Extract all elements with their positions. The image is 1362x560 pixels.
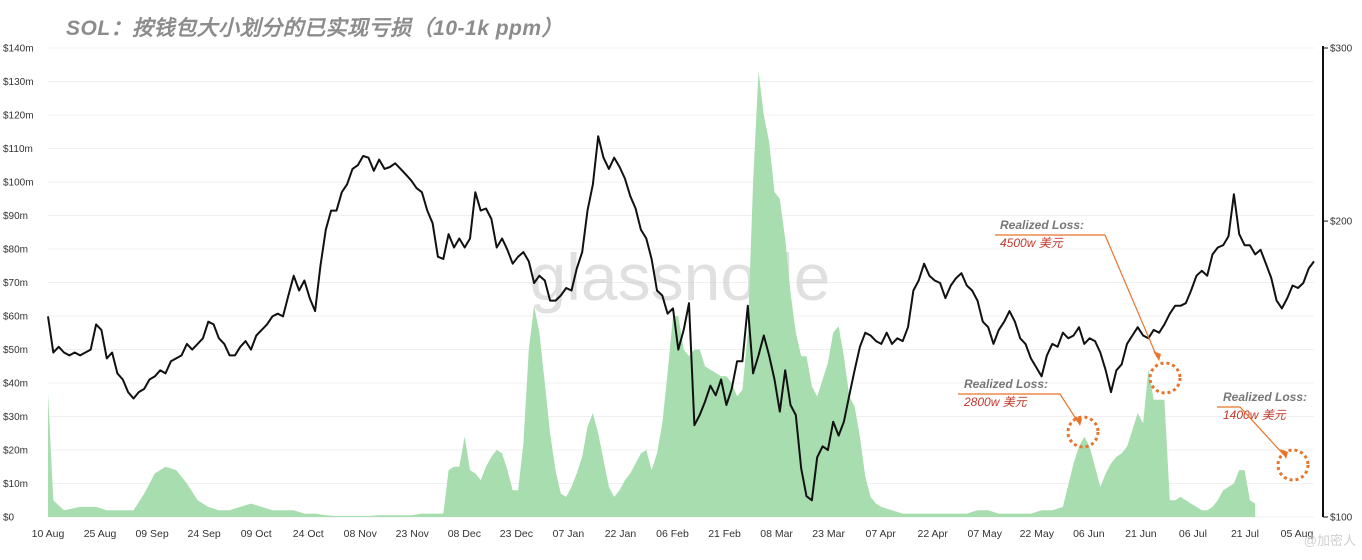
- y-left-tick-label: $90m: [3, 211, 28, 222]
- annotations-layer: Realized Loss: 4500w 美元 Realized Loss: 2800…: [958, 218, 1310, 482]
- annotation-leader: [995, 234, 1158, 358]
- annotation-value: 2800w 美元: [963, 395, 1028, 409]
- y-left-tick-label: $30m: [3, 412, 28, 423]
- x-tick-label: 22 Apr: [918, 528, 949, 540]
- y-left-tick-label: $20m: [3, 446, 28, 457]
- x-tick-label: 07 May: [968, 528, 1003, 540]
- annotation-leader: [958, 393, 1079, 423]
- y-left-tick-label: $80m: [3, 245, 28, 256]
- annotation-title: Realized Loss:: [1223, 390, 1307, 404]
- x-tick-label: 25 Aug: [84, 528, 117, 540]
- axes: $0 $10m $20m $30m $40m $50m $60m $70m $80m $90m $1…: [3, 44, 1353, 541]
- annotation-title: Realized Loss:: [964, 377, 1048, 391]
- x-tick-label: 08 Dec: [448, 528, 481, 540]
- x-tick-label: 21 Jun: [1125, 528, 1157, 540]
- y-left-tick-label: $0: [3, 513, 15, 524]
- y-right-tick-label: $200: [1330, 217, 1353, 228]
- annotation-circle: [1276, 448, 1310, 482]
- x-tick-label: 06 Feb: [656, 528, 689, 540]
- annotation-arrowhead: [1153, 351, 1161, 361]
- x-tick-label: 05 Aug: [1281, 528, 1314, 540]
- y-left-tick-label: $120m: [3, 111, 34, 122]
- y-left-tick-label: $140m: [3, 44, 34, 55]
- y-left-tick-label: $50m: [3, 345, 28, 356]
- x-tick-label: 08 Mar: [760, 528, 793, 540]
- annotation-circle: [1066, 415, 1100, 449]
- annotation-leader: [1217, 406, 1285, 456]
- price-line-layer: [47, 135, 1315, 502]
- y-left-tick-label: $40m: [3, 379, 28, 390]
- x-tick-label: 24 Oct: [293, 528, 324, 540]
- x-tick-label: 21 Jul: [1231, 528, 1259, 540]
- annotation-value: 1400w 美元: [1223, 408, 1287, 422]
- annotation-circle: [1148, 361, 1182, 395]
- x-tick-label: 22 May: [1020, 528, 1055, 540]
- x-tick-label: 07 Jan: [553, 528, 585, 540]
- x-tick-label: 07 Apr: [865, 528, 896, 540]
- x-tick-label: 06 Jun: [1073, 528, 1105, 540]
- x-tick-label: 06 Jul: [1179, 528, 1207, 540]
- y-right-tick-label: $300: [1330, 44, 1353, 55]
- y-left-tick-label: $10m: [3, 479, 28, 490]
- x-tick-label: 08 Nov: [344, 528, 378, 540]
- x-tick-label: 22 Jan: [605, 528, 637, 540]
- y-left-tick-label: $110m: [3, 144, 33, 155]
- y-left-tick-label: $70m: [3, 278, 28, 289]
- annotation-value: 4500w 美元: [1000, 236, 1064, 250]
- y-left-tick-label: $60m: [3, 312, 28, 323]
- x-tick-label: 23 Dec: [500, 528, 533, 540]
- annotation-title: Realized Loss:: [1000, 218, 1084, 232]
- x-tick-label: 23 Nov: [396, 528, 430, 540]
- x-tick-label: 09 Sep: [135, 528, 168, 540]
- x-tick-label: 21 Feb: [708, 528, 741, 540]
- credit-watermark: @加密人: [1304, 533, 1356, 548]
- y-left-tick-label: $130m: [3, 77, 34, 88]
- area-series-layer: [48, 71, 1256, 517]
- annotation-arrowhead: [1280, 449, 1288, 459]
- y-left-tick-label: $100m: [3, 178, 34, 189]
- realized-loss-area: [48, 71, 1256, 517]
- x-tick-label: 24 Sep: [187, 528, 220, 540]
- chart-title: SOL：按钱包大小划分的已实现亏损（10-1k ppm）: [66, 17, 564, 40]
- x-tick-label: 09 Oct: [241, 528, 272, 540]
- x-tick-label: 10 Aug: [32, 528, 65, 540]
- x-tick-label: 23 Mar: [812, 528, 845, 540]
- y-right-tick-label: $100: [1330, 513, 1353, 524]
- price-line: [47, 135, 1315, 502]
